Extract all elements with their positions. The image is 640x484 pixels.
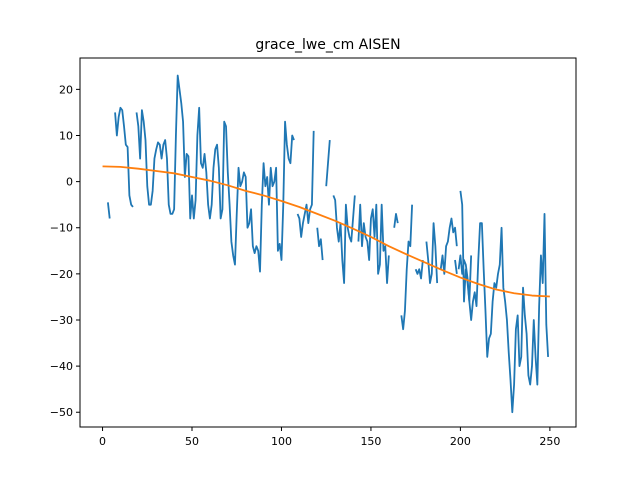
series-0-line-segment-0 (107, 202, 111, 219)
series-1-line-segment-0 (102, 165, 550, 298)
x-tick-label: 150 (360, 435, 381, 448)
series-0-line-segment-2 (135, 74, 295, 273)
series-0-line-segment-8 (393, 212, 399, 228)
series-0-line-segment-1 (114, 106, 134, 208)
plot-frame (79, 57, 577, 428)
x-tick-label: 100 (271, 435, 292, 448)
series-0-line-segment-6 (332, 195, 356, 284)
y-tick-label: −30 (50, 314, 73, 327)
y-tick-label: −50 (50, 406, 73, 419)
y-tick-label: 20 (59, 83, 73, 96)
y-tick-label: −10 (50, 222, 73, 235)
x-tick-label: 250 (539, 435, 560, 448)
x-tick-label: 200 (450, 435, 471, 448)
y-tick-label: 0 (66, 176, 73, 189)
x-axis: 0 50 100 150 200 250 (99, 427, 560, 448)
series-0-line-segment-9 (400, 204, 413, 331)
series-0-line-segment-7 (357, 203, 390, 284)
series-0-line-segment-10 (414, 259, 424, 280)
series-0-line-segment-15 (459, 190, 549, 414)
x-tick-label: 0 (99, 435, 106, 448)
series-0 (107, 74, 549, 414)
series-0-line-segment-4 (316, 227, 324, 261)
series-0-line-segment-11 (425, 222, 439, 284)
y-tick-label: 10 (59, 129, 73, 142)
chart-title: grace_lwe_cm AISEN (255, 37, 400, 53)
y-tick-label: −40 (50, 360, 73, 373)
x-tick-label: 50 (185, 435, 199, 448)
y-tick-label: −20 (50, 268, 73, 281)
series-0-line-segment-12 (439, 217, 458, 275)
y-axis: 20 10 0 −10 −20 −30 −40 −50 (50, 83, 80, 419)
series-1 (102, 165, 550, 298)
series-0-line-segment-5 (325, 140, 331, 187)
series-0-line-segment-14 (454, 259, 458, 274)
series-layer (102, 74, 550, 414)
